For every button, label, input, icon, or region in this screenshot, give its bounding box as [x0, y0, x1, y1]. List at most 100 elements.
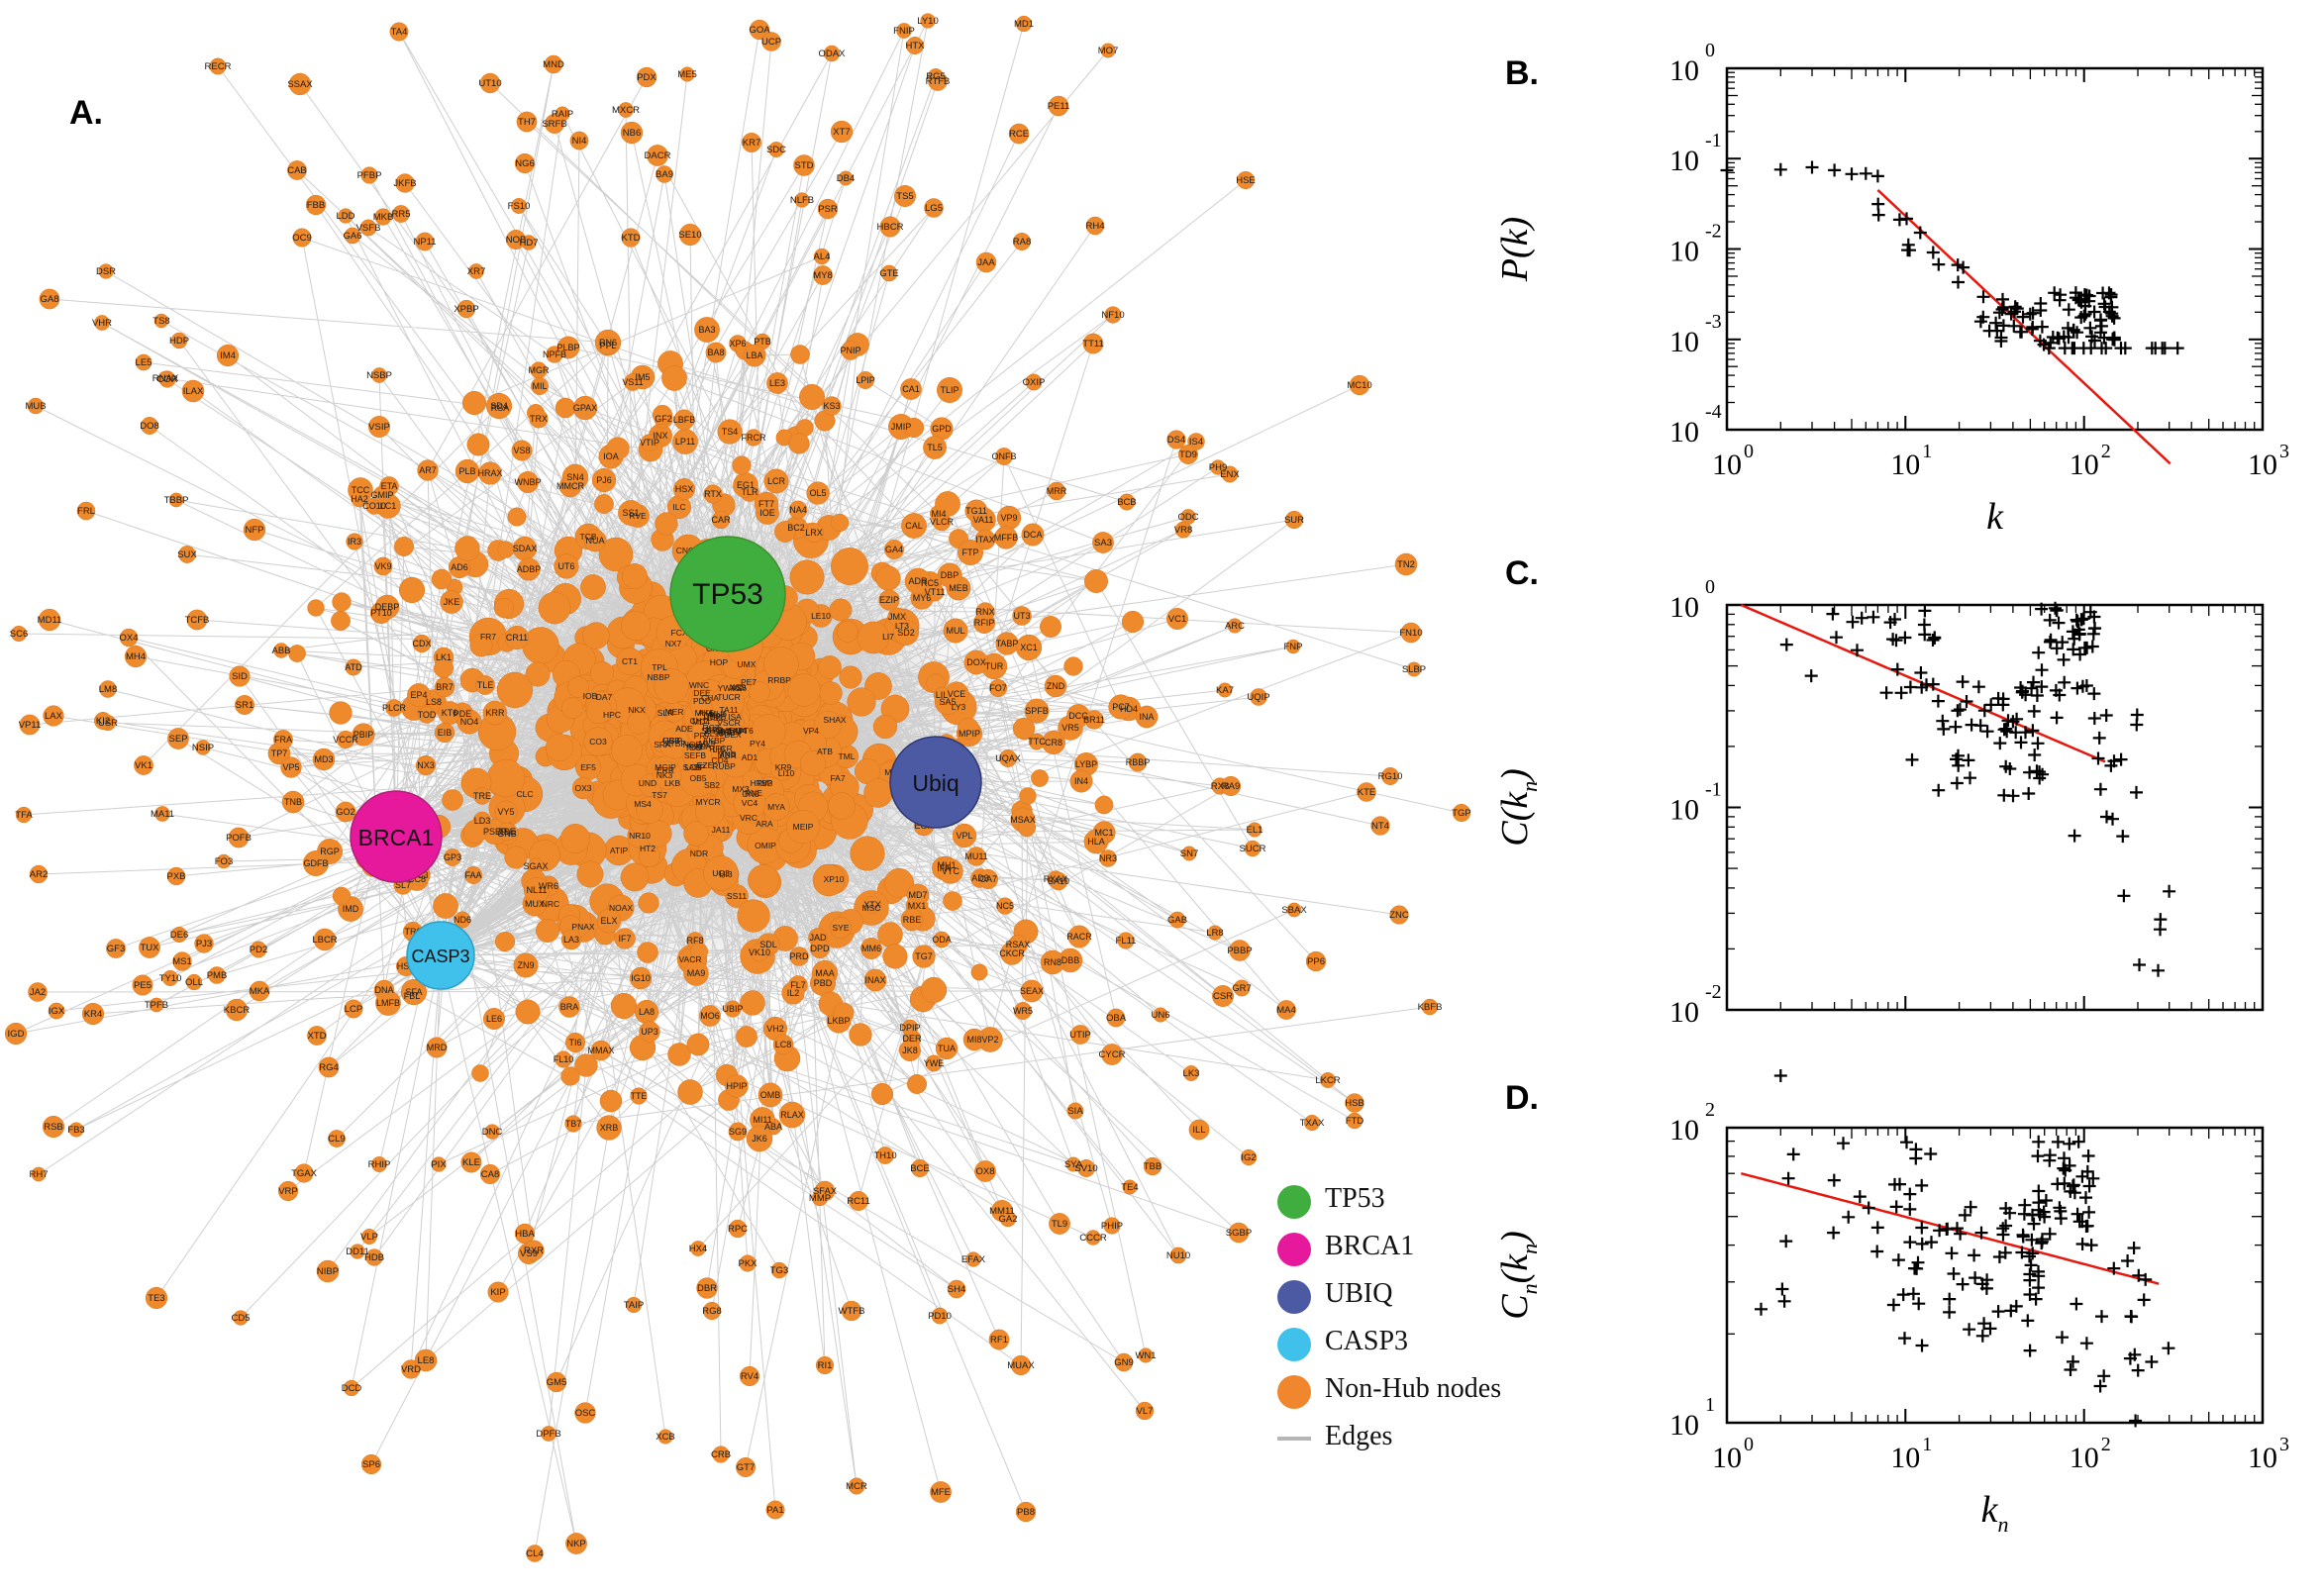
svg-text:VCE: VCE — [948, 689, 966, 699]
svg-text:KBFB: KBFB — [1418, 1002, 1443, 1013]
svg-text:TG7: TG7 — [915, 951, 933, 961]
svg-text:VLCR: VLCR — [930, 517, 955, 527]
svg-text:VY5: VY5 — [497, 807, 514, 817]
svg-text:BCB: BCB — [1117, 497, 1137, 508]
svg-text:KBCR: KBCR — [224, 1005, 251, 1016]
svg-text:NFP: NFP — [246, 525, 264, 536]
svg-text:HM4: HM4 — [729, 726, 747, 736]
svg-text:OSC: OSC — [575, 1408, 596, 1419]
svg-text:AL4: AL4 — [814, 251, 831, 262]
svg-text:XPBP: XPBP — [454, 304, 478, 315]
svg-text:FRL: FRL — [77, 506, 95, 517]
svg-text:IF7: IF7 — [618, 934, 631, 944]
svg-text:HDB: HDB — [364, 1252, 384, 1263]
svg-text:PE5: PE5 — [134, 980, 152, 991]
svg-text:NA4: NA4 — [789, 505, 807, 515]
svg-text:-4: -4 — [1705, 401, 1722, 423]
svg-text:PRD: PRD — [789, 951, 809, 961]
svg-text:MI8: MI8 — [966, 1035, 981, 1045]
svg-text:LA3: LA3 — [563, 935, 579, 945]
svg-text:LE8: LE8 — [418, 1355, 435, 1366]
svg-text:MFE: MFE — [931, 1487, 951, 1498]
svg-text:FNIP: FNIP — [893, 26, 915, 37]
svg-text:CD4: CD4 — [711, 755, 728, 765]
svg-text:TG11: TG11 — [965, 506, 987, 516]
svg-text:RH4: RH4 — [1085, 221, 1104, 232]
svg-text:10: 10 — [1669, 416, 1699, 449]
svg-text:SR1: SR1 — [236, 700, 253, 711]
svg-text:UMX: UMX — [738, 659, 757, 669]
svg-text:CH1: CH1 — [689, 716, 706, 726]
svg-text:TTE: TTE — [631, 1091, 648, 1101]
svg-text:TLIP: TLIP — [940, 385, 959, 395]
svg-text:TS5: TS5 — [896, 191, 913, 202]
svg-text:ME5: ME5 — [677, 69, 697, 80]
svg-text:VLP: VLP — [360, 1232, 378, 1243]
svg-text:OXIP: OXIP — [1023, 377, 1046, 388]
svg-text:0: 0 — [1744, 441, 1754, 462]
svg-text:JAA: JAA — [977, 257, 995, 268]
svg-text:2: 2 — [2101, 1434, 2111, 1455]
svg-text:OC9: OC9 — [292, 233, 312, 244]
svg-text:KTE: KTE — [1358, 787, 1375, 798]
svg-text:PKX: PKX — [738, 1258, 758, 1269]
svg-text:ELX: ELX — [600, 916, 617, 926]
svg-text:LMFB: LMFB — [376, 998, 400, 1008]
svg-text:VP4: VP4 — [803, 726, 819, 736]
svg-text:BRCA1: BRCA1 — [358, 825, 435, 850]
svg-text:PE11: PE11 — [1048, 101, 1070, 112]
svg-text:FA7: FA7 — [830, 773, 845, 783]
svg-text:MYA: MYA — [767, 802, 785, 812]
svg-text:ABB: ABB — [271, 646, 290, 656]
svg-text:TH7: TH7 — [518, 117, 536, 128]
svg-text:2: 2 — [1705, 1099, 1715, 1121]
svg-text:MD1: MD1 — [1014, 19, 1034, 30]
svg-text:TA4: TA4 — [391, 27, 408, 38]
svg-text:LC8: LC8 — [775, 1040, 792, 1049]
svg-text:SE10: SE10 — [678, 230, 701, 241]
svg-text:MYCR: MYCR — [695, 797, 720, 807]
svg-text:LE3: LE3 — [769, 378, 785, 388]
svg-text:-1: -1 — [1705, 130, 1722, 151]
svg-text:SS11: SS11 — [727, 891, 747, 901]
svg-text:GMIP: GMIP — [370, 490, 393, 500]
svg-text:1: 1 — [1922, 1434, 1932, 1455]
svg-text:RNX: RNX — [975, 607, 994, 617]
svg-text:UN6: UN6 — [1151, 1010, 1169, 1021]
svg-text:SID: SID — [232, 671, 248, 682]
svg-text:SD2: SD2 — [897, 628, 915, 638]
svg-text:NG6: NG6 — [515, 158, 535, 169]
svg-text:TUR: TUR — [985, 661, 1004, 671]
svg-text:10: 10 — [1669, 236, 1699, 268]
svg-text:SEFB: SEFB — [684, 750, 707, 760]
svg-text:GPAX: GPAX — [573, 403, 597, 413]
svg-text:TNB: TNB — [284, 797, 302, 807]
svg-text:ADBP: ADBP — [517, 564, 542, 574]
svg-text:PA1: PA1 — [766, 1505, 783, 1516]
svg-text:FBB: FBB — [307, 200, 325, 211]
svg-text:SLBP: SLBP — [1402, 664, 1426, 675]
svg-text:OX3: OX3 — [574, 783, 591, 793]
svg-text:PBBP: PBBP — [1227, 946, 1252, 956]
svg-text:ODA: ODA — [932, 935, 952, 945]
svg-text:LRX: LRX — [805, 528, 823, 538]
svg-text:LKBP: LKBP — [827, 1016, 850, 1026]
svg-text:VCCR: VCCR — [333, 735, 358, 745]
svg-text:ATD: ATD — [345, 662, 362, 672]
svg-text:TABP: TABP — [996, 639, 1019, 648]
svg-text:LP11: LP11 — [675, 437, 695, 447]
svg-text:C(kn): C(kn) — [1494, 768, 1542, 847]
svg-text:2: 2 — [2101, 441, 2111, 462]
svg-text:FRCR: FRCR — [742, 433, 766, 443]
svg-text:MKB: MKB — [373, 212, 394, 223]
svg-text:LA8: LA8 — [639, 1007, 655, 1017]
svg-text:OX4: OX4 — [119, 633, 138, 644]
svg-text:NBBP: NBBP — [647, 672, 669, 682]
svg-text:TY10: TY10 — [159, 973, 182, 984]
svg-text:MS4: MS4 — [634, 799, 652, 809]
svg-text:NKP: NKP — [566, 1539, 586, 1549]
svg-text:WTFB: WTFB — [839, 1306, 865, 1317]
svg-text:MUX: MUX — [525, 899, 545, 909]
svg-text:CLC: CLC — [516, 789, 533, 799]
svg-text:HTX: HTX — [906, 41, 926, 51]
